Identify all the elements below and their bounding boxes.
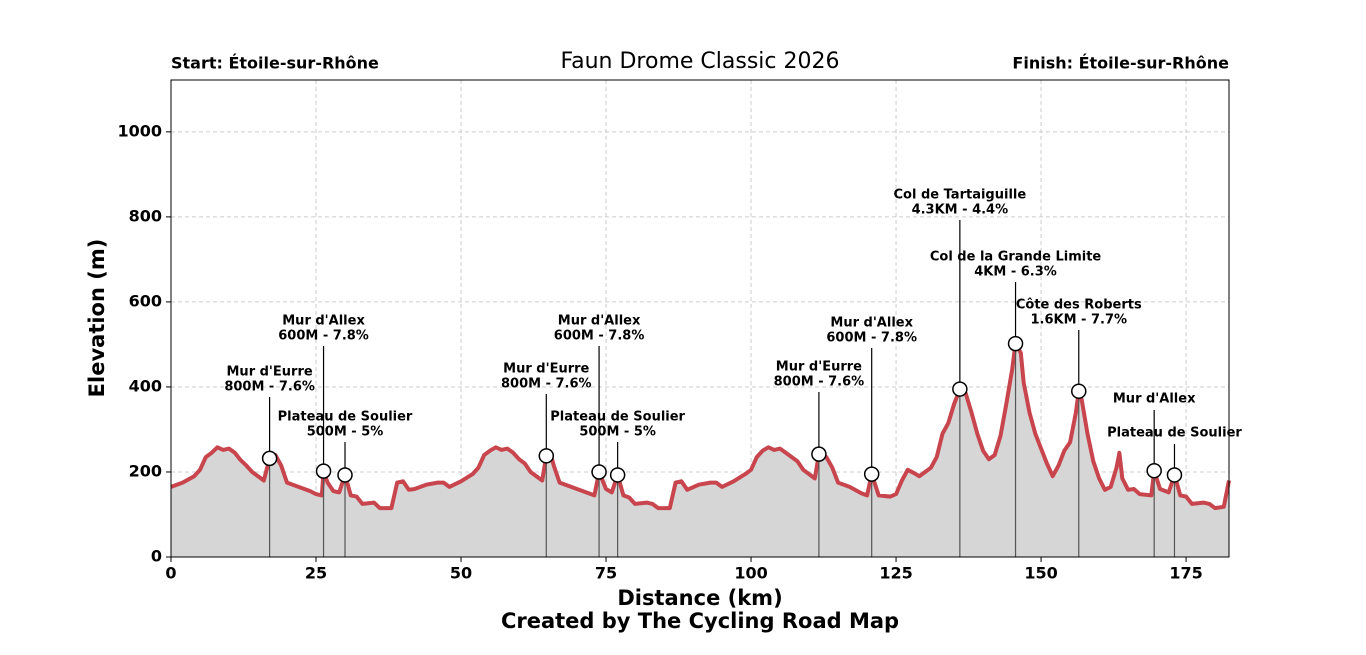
climb-name: Plateau de Soulier	[1107, 426, 1242, 441]
climb-marker	[1146, 462, 1162, 479]
x-tick-label: 50	[450, 564, 472, 583]
climb-marker	[1007, 335, 1024, 352]
climb-name: Mur d'Eurre	[776, 360, 862, 375]
x-tick-label: 25	[305, 564, 327, 583]
climb-name: Col de Tartaiguille	[894, 188, 1027, 203]
x-tick-label: 0	[165, 564, 176, 583]
climb-marker	[863, 466, 880, 482]
x-tick-label: 75	[595, 564, 617, 583]
climb-marker	[591, 464, 607, 480]
climb-detail: 4.3KM - 4.4%	[912, 203, 1009, 218]
x-tick-label: 150	[1024, 564, 1057, 583]
climb-marker	[315, 463, 332, 479]
y-tick-label: 200	[129, 461, 162, 480]
climb-detail: 600M - 7.8%	[826, 331, 917, 346]
y-tick-label: 800	[129, 206, 162, 225]
climb-marker	[538, 448, 555, 464]
chart-title: Faun Drome Classic 2026	[561, 49, 840, 74]
climb-detail: 800M - 7.6%	[501, 377, 592, 392]
climb-name: Mur d'Eurre	[503, 362, 589, 377]
y-axis-label: Elevation (m)	[85, 239, 109, 398]
climb-name: Mur d'Eurre	[227, 365, 313, 380]
climb-name: Côte des Roberts	[1016, 298, 1142, 313]
y-tick-label: 0	[151, 547, 162, 566]
area	[171, 343, 1229, 557]
climb-name: Plateau de Soulier	[278, 410, 413, 425]
climb-detail: 1.6KM - 7.7%	[1030, 313, 1127, 328]
climb-marker	[952, 381, 968, 397]
climb-detail: 500M - 5%	[307, 425, 384, 440]
y-tick-label: 600	[129, 291, 162, 310]
plot-frame	[170, 79, 1230, 558]
x-tick-label: 125	[879, 564, 912, 583]
climb-detail: 600M - 7.8%	[278, 329, 369, 344]
climb-detail: 600M - 7.8%	[554, 329, 645, 344]
finish-label: Finish: Étoile-sur-Rhône	[1012, 54, 1229, 73]
x-tick-label: 175	[1169, 564, 1202, 583]
climb-marker	[337, 467, 353, 483]
x-axis-label: Distance (km)	[617, 586, 782, 610]
climb-marker	[261, 450, 278, 467]
y-tick-label: 1000	[117, 121, 162, 140]
climb-marker	[1071, 383, 1087, 399]
climb-name: Mur d'Allex	[282, 314, 365, 329]
climb-name: Plateau de Soulier	[550, 410, 685, 425]
climb-name: Mur d'Allex	[830, 316, 913, 331]
climb-name: Mur d'Allex	[558, 314, 641, 329]
y-tick-label: 400	[129, 376, 162, 395]
climb-marker	[609, 467, 626, 483]
climb-name: Col de la Grande Limite	[930, 250, 1102, 265]
climb-marker	[811, 446, 827, 462]
footer: Created by The Cycling Road Map	[501, 609, 899, 633]
start-label: Start: Étoile-sur-Rhône	[171, 54, 379, 73]
climb-marker	[1166, 467, 1183, 483]
x-tick-label: 100	[734, 564, 767, 583]
climb-detail: 500M - 5%	[579, 425, 656, 440]
climb-detail: 4KM - 6.3%	[974, 265, 1057, 280]
climb-detail: 800M - 7.6%	[224, 380, 315, 395]
climb-detail: 800M - 7.6%	[774, 375, 865, 390]
climb-name: Mur d'Allex	[1113, 392, 1196, 407]
